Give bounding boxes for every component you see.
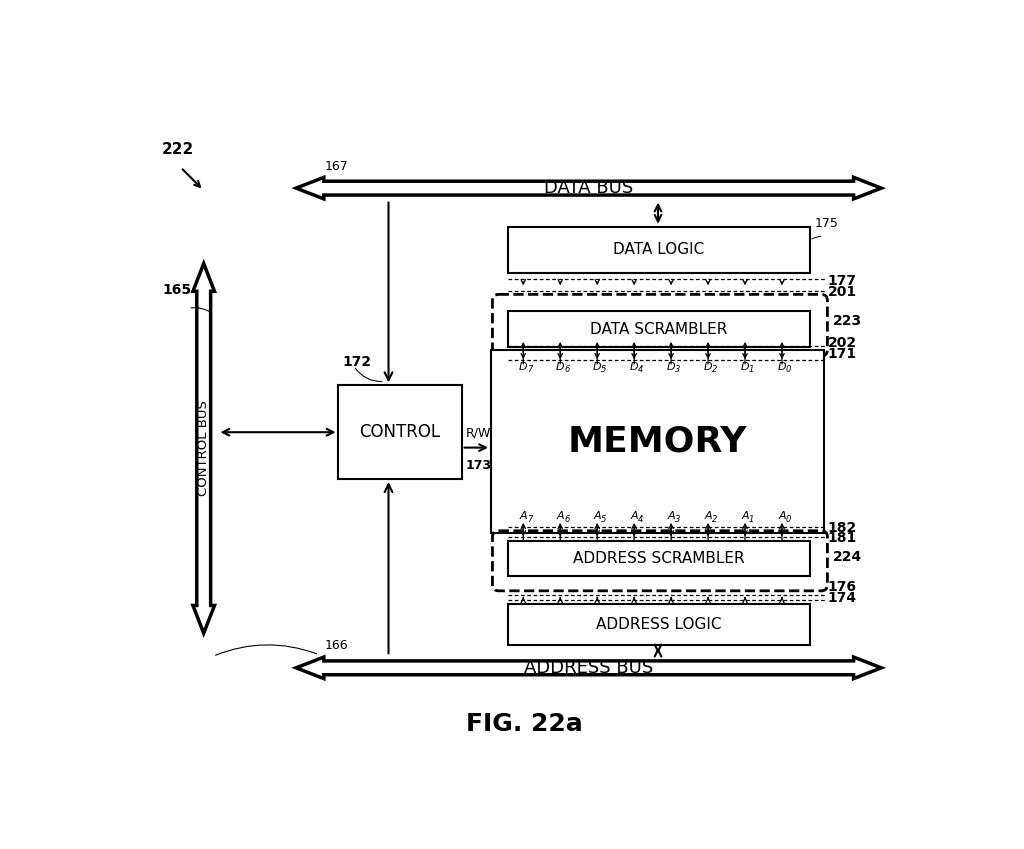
Text: D: D xyxy=(777,362,786,372)
Text: ADDRESS SCRAMBLER: ADDRESS SCRAMBLER xyxy=(573,551,744,566)
Text: 173: 173 xyxy=(466,459,492,472)
Text: 202: 202 xyxy=(827,335,856,350)
Bar xyxy=(508,227,810,273)
Text: 222: 222 xyxy=(162,143,194,157)
Text: A: A xyxy=(519,511,527,521)
Text: A: A xyxy=(556,511,564,521)
Text: 6: 6 xyxy=(564,365,569,374)
Text: 0: 0 xyxy=(785,514,792,524)
Text: D: D xyxy=(703,362,713,372)
Text: 2: 2 xyxy=(712,365,717,374)
Text: 181: 181 xyxy=(827,531,857,545)
Text: D: D xyxy=(519,362,527,372)
Text: 172: 172 xyxy=(342,355,372,369)
Text: FIG. 22a: FIG. 22a xyxy=(466,712,584,736)
Text: DATA SCRAMBLER: DATA SCRAMBLER xyxy=(590,322,727,336)
Text: 165: 165 xyxy=(163,284,193,297)
Text: D: D xyxy=(630,362,638,372)
Text: CONTROL: CONTROL xyxy=(359,423,440,441)
Text: 174: 174 xyxy=(827,592,856,605)
Text: 0: 0 xyxy=(785,365,792,374)
Polygon shape xyxy=(296,177,882,199)
Bar xyxy=(508,541,810,576)
Text: 1: 1 xyxy=(749,365,755,374)
Text: 3: 3 xyxy=(675,514,680,524)
Text: 2: 2 xyxy=(712,514,717,524)
Text: DATA BUS: DATA BUS xyxy=(544,179,633,197)
Text: 6: 6 xyxy=(564,514,569,524)
Text: 4: 4 xyxy=(638,365,643,374)
Text: D: D xyxy=(593,362,601,372)
Text: DATA LOGIC: DATA LOGIC xyxy=(613,242,705,257)
Text: D: D xyxy=(740,362,750,372)
Text: A: A xyxy=(593,511,601,521)
Bar xyxy=(339,385,462,479)
Text: A: A xyxy=(631,511,638,521)
Text: 5: 5 xyxy=(601,514,606,524)
Text: MEMORY: MEMORY xyxy=(567,424,746,458)
Text: D: D xyxy=(556,362,564,372)
Text: 166: 166 xyxy=(325,638,348,651)
Text: 224: 224 xyxy=(833,550,862,564)
Text: 4: 4 xyxy=(638,514,643,524)
Text: 7: 7 xyxy=(527,514,532,524)
Text: ADDRESS LOGIC: ADDRESS LOGIC xyxy=(596,617,722,632)
Text: 175: 175 xyxy=(814,216,839,229)
Text: A: A xyxy=(668,511,675,521)
Text: A: A xyxy=(741,511,749,521)
Text: A: A xyxy=(705,511,712,521)
Bar xyxy=(508,312,810,346)
Polygon shape xyxy=(296,657,882,678)
Text: 5: 5 xyxy=(601,365,606,374)
Text: 182: 182 xyxy=(827,520,857,535)
Text: 201: 201 xyxy=(827,285,856,299)
Text: R/W: R/W xyxy=(466,427,490,440)
Bar xyxy=(490,350,823,533)
Text: 171: 171 xyxy=(827,346,856,361)
Text: 1: 1 xyxy=(749,514,755,524)
Text: A: A xyxy=(778,511,785,521)
Text: 3: 3 xyxy=(675,365,680,374)
Bar xyxy=(508,604,810,644)
Text: 167: 167 xyxy=(325,160,348,172)
Text: 7: 7 xyxy=(527,365,532,374)
Text: ADDRESS BUS: ADDRESS BUS xyxy=(524,659,653,677)
Text: CONTROL BUS: CONTROL BUS xyxy=(198,401,210,497)
Text: D: D xyxy=(667,362,676,372)
Text: 176: 176 xyxy=(827,580,856,593)
Text: 223: 223 xyxy=(833,314,862,329)
Text: 177: 177 xyxy=(827,274,856,288)
Polygon shape xyxy=(193,263,214,633)
